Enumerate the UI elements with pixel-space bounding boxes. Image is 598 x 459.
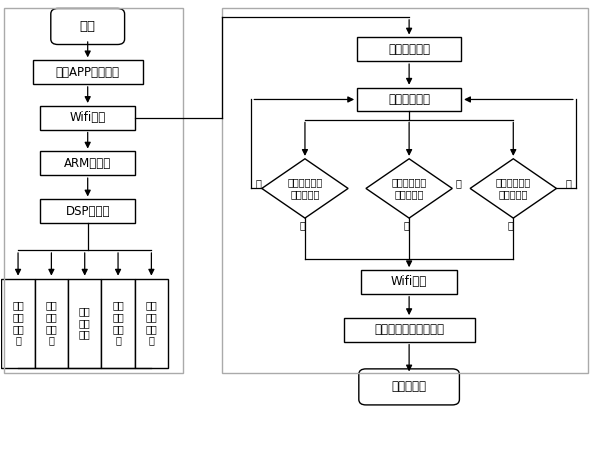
Text: 是: 是 — [403, 220, 409, 230]
Bar — [102, 279, 135, 368]
Text: 飞行高度调整
达到预定值: 飞行高度调整 达到预定值 — [496, 178, 531, 199]
Text: 手机APP发送指令: 手机APP发送指令 — [56, 66, 120, 78]
Text: 下一个循环: 下一个循环 — [392, 381, 426, 393]
Text: 控制算法运算: 控制算法运算 — [388, 43, 430, 56]
FancyBboxPatch shape — [359, 369, 459, 405]
Text: Wifi路由: Wifi路由 — [391, 275, 427, 288]
Text: 飞行
器位
置参
数: 飞行 器位 置参 数 — [112, 301, 124, 346]
Text: 飞行
器高
度参
数: 飞行 器高 度参 数 — [145, 301, 157, 346]
Text: 飞行位置调整
达到预定值: 飞行位置调整 达到预定值 — [392, 178, 427, 199]
Bar — [1, 279, 35, 368]
Text: 开始: 开始 — [80, 20, 96, 33]
Bar — [40, 151, 135, 175]
Text: 否: 否 — [566, 178, 572, 188]
Text: 是: 是 — [507, 220, 513, 230]
Bar — [68, 279, 102, 368]
Bar — [344, 318, 475, 342]
Text: 飞行姿态调整
达到预定值: 飞行姿态调整 达到预定值 — [287, 178, 322, 199]
Text: 回传手机显示飞行参数: 回传手机显示飞行参数 — [374, 324, 444, 336]
Bar — [40, 106, 135, 129]
Text: Wifi路由: Wifi路由 — [69, 111, 106, 124]
Bar — [135, 279, 168, 368]
Bar — [33, 60, 143, 84]
Text: 否: 否 — [255, 178, 261, 188]
Bar — [357, 88, 461, 112]
Polygon shape — [470, 159, 556, 218]
Bar — [362, 270, 457, 294]
Text: DSP处理器: DSP处理器 — [65, 205, 110, 218]
FancyBboxPatch shape — [51, 8, 124, 45]
Text: 检测
地盘
参数: 检测 地盘 参数 — [79, 307, 90, 340]
Polygon shape — [366, 159, 452, 218]
Text: 否: 否 — [455, 178, 461, 188]
Bar — [40, 199, 135, 223]
Polygon shape — [262, 159, 348, 218]
Bar — [357, 38, 461, 61]
Text: 检测
加速
度参
数: 检测 加速 度参 数 — [45, 301, 57, 346]
Bar — [4, 8, 183, 373]
Text: ARM处理器: ARM处理器 — [64, 157, 111, 170]
Text: 是: 是 — [299, 220, 305, 230]
Text: 检测
角速
度参
数: 检测 角速 度参 数 — [12, 301, 24, 346]
Text: 电机调速控制: 电机调速控制 — [388, 93, 430, 106]
Bar — [35, 279, 68, 368]
Bar — [222, 8, 588, 373]
